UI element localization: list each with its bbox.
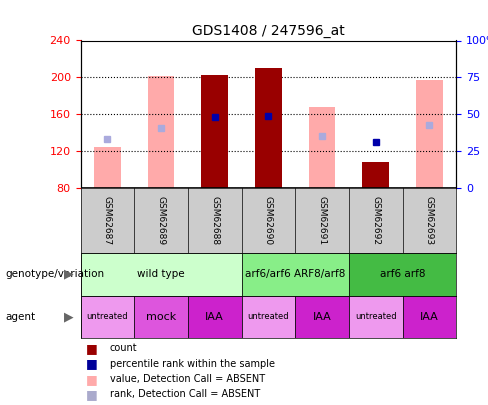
Bar	[255, 68, 282, 188]
Text: mock: mock	[146, 312, 176, 322]
Bar	[349, 253, 456, 296]
Text: count: count	[110, 343, 138, 353]
Bar	[362, 162, 389, 188]
Text: ▶: ▶	[63, 310, 73, 324]
Text: percentile rank within the sample: percentile rank within the sample	[110, 359, 275, 369]
Text: untreated: untreated	[355, 312, 397, 322]
Text: GSM62689: GSM62689	[157, 196, 165, 245]
Text: ▶: ▶	[63, 268, 73, 281]
Bar	[349, 296, 403, 338]
Bar	[202, 75, 228, 188]
Bar	[148, 76, 175, 188]
Bar	[295, 296, 349, 338]
Bar	[308, 107, 335, 188]
Text: ■: ■	[85, 342, 97, 355]
Text: arf6/arf6 ARF8/arf8: arf6/arf6 ARF8/arf8	[245, 269, 346, 279]
Bar	[416, 80, 443, 188]
Bar	[94, 147, 121, 188]
Text: ■: ■	[85, 357, 97, 370]
Text: GSM62687: GSM62687	[103, 196, 112, 245]
Text: genotype/variation: genotype/variation	[5, 269, 104, 279]
Bar	[242, 253, 349, 296]
Text: GSM62690: GSM62690	[264, 196, 273, 245]
Text: ■: ■	[85, 373, 97, 386]
Text: untreated: untreated	[247, 312, 289, 322]
Text: GSM62693: GSM62693	[425, 196, 434, 245]
Bar	[81, 253, 242, 296]
Text: GSM62692: GSM62692	[371, 196, 380, 245]
Text: value, Detection Call = ABSENT: value, Detection Call = ABSENT	[110, 374, 265, 384]
Text: IAA: IAA	[313, 312, 331, 322]
Text: GSM62688: GSM62688	[210, 196, 219, 245]
Bar	[134, 296, 188, 338]
Text: IAA: IAA	[205, 312, 224, 322]
Text: rank, Detection Call = ABSENT: rank, Detection Call = ABSENT	[110, 390, 260, 399]
Text: agent: agent	[5, 312, 35, 322]
Text: GSM62691: GSM62691	[318, 196, 326, 245]
Bar	[403, 296, 456, 338]
Text: arf6 arf8: arf6 arf8	[380, 269, 426, 279]
Text: untreated: untreated	[86, 312, 128, 322]
Text: ■: ■	[85, 388, 97, 401]
Bar	[81, 296, 134, 338]
Text: wild type: wild type	[137, 269, 185, 279]
Bar	[188, 296, 242, 338]
Title: GDS1408 / 247596_at: GDS1408 / 247596_at	[192, 24, 345, 38]
Text: IAA: IAA	[420, 312, 439, 322]
Bar	[242, 296, 295, 338]
